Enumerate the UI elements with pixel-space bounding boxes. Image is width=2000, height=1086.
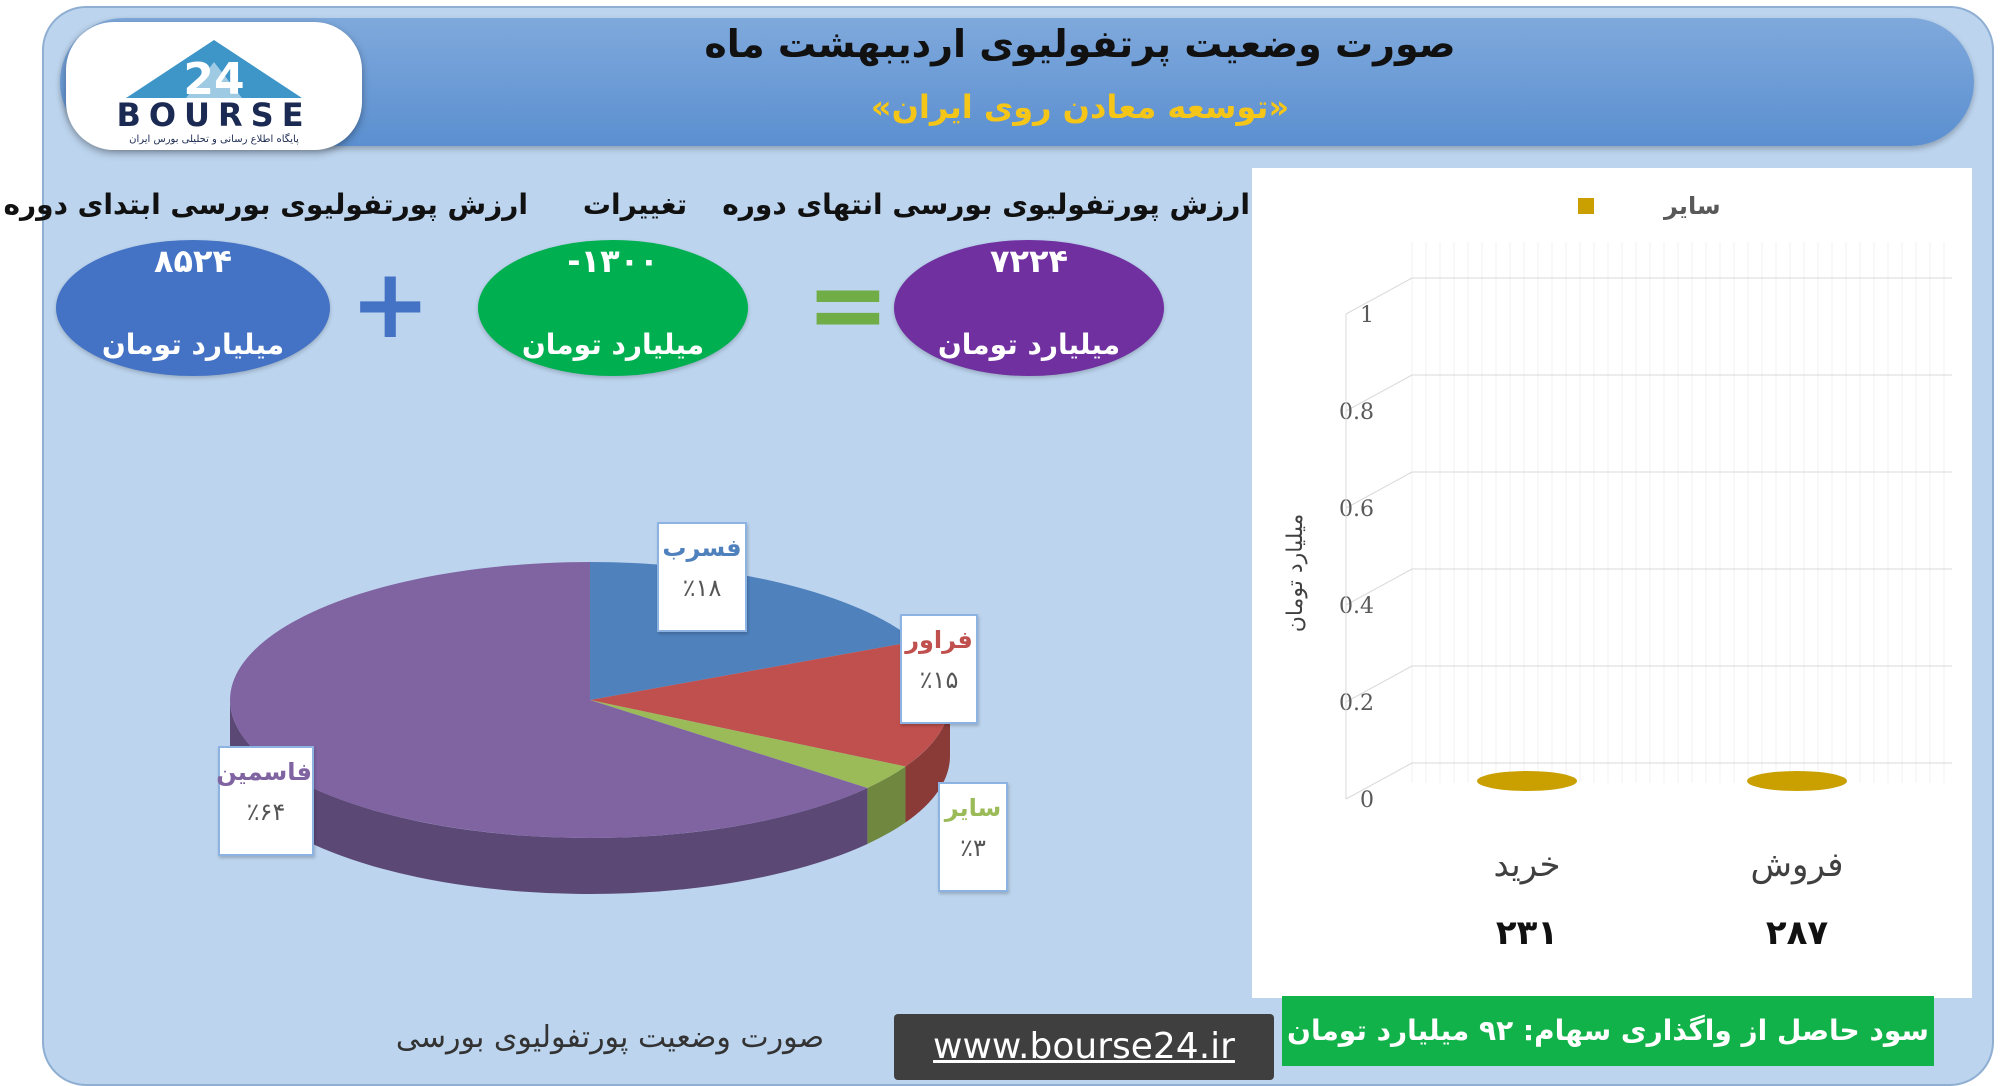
pie-side-3-0 xyxy=(230,700,868,894)
callout-fasmin-name: فاسمین xyxy=(216,758,312,786)
callout-faravar-name: فراور xyxy=(905,626,973,654)
end-value: ۷۲۲۴ xyxy=(989,242,1069,280)
pie-side-2-0 xyxy=(867,766,906,844)
portfolio-pie-chart xyxy=(229,562,950,894)
legend-label: سایر xyxy=(1663,192,1721,220)
plus-sign: + xyxy=(350,248,431,360)
callout-sayer: سایر ٪۳ xyxy=(938,782,1008,892)
bar-cap xyxy=(1477,771,1577,791)
end-value-oval: ۷۲۲۴ میلیارد تومان xyxy=(894,240,1164,376)
pie-chart-title: صورت وضعیت پورتفولیوی بورسی xyxy=(395,1020,825,1055)
buy-sell-bar-chart: 0 0.2 0.4 0.6 0.8 1 میلیارد تومان سایر خرید ۲۳۱ فر… xyxy=(1283,192,1952,953)
pie-slice-3 xyxy=(229,562,868,838)
logo-tagline: پایگاه اطلاع رسانی و تحلیلی بورس ایران xyxy=(129,134,299,145)
x-category-value: ۲۸۷ xyxy=(1766,913,1829,953)
pie-slice-2 xyxy=(590,700,906,788)
start-value-oval: ۸۵۲۴ میلیارد تومان xyxy=(56,240,330,376)
gridline-diagonal xyxy=(1345,277,1413,315)
x-category-value: ۲۳۱ xyxy=(1496,913,1558,953)
change-unit: میلیارد تومان xyxy=(521,328,705,361)
logo-name: BOURSE xyxy=(116,96,312,134)
y-tick-label: 0.2 xyxy=(1339,691,1374,716)
y-axis-label: میلیارد تومان xyxy=(1283,514,1308,633)
pie-side-1-0 xyxy=(905,700,950,823)
website-link[interactable]: www.bourse24.ir xyxy=(894,1014,1274,1080)
callout-fasmin: فاسمین ٪۶۴ xyxy=(216,746,314,856)
callout-sayer-name: سایر xyxy=(944,794,1002,822)
bourse24-logo: 24 BOURSE پایگاه اطلاع رسانی و تحلیلی بو… xyxy=(66,22,362,150)
start-value-unit: میلیارد تومان xyxy=(101,328,285,361)
callout-faravar-percent: ٪۱۵ xyxy=(919,666,959,694)
callout-fasrob-name: فسرب xyxy=(662,534,742,562)
callout-fasmin-percent: ٪۶۴ xyxy=(246,798,286,826)
y-tick-label: 0.8 xyxy=(1339,400,1374,425)
change-label: تغییرات xyxy=(582,188,688,221)
change-value: -۱۳۰۰ xyxy=(567,242,659,280)
gridline-diagonal xyxy=(1345,568,1413,606)
gridline-diagonal xyxy=(1345,665,1413,703)
callout-fasrob: فسرب ٪۱۸ xyxy=(657,522,747,632)
y-tick-label: 1 xyxy=(1360,303,1374,328)
legend-swatch xyxy=(1578,198,1594,214)
y-tick-label: 0.6 xyxy=(1339,497,1374,522)
callout-fasrob-percent: ٪۱۸ xyxy=(682,574,722,602)
pie-slice-1 xyxy=(590,641,950,767)
bar-cap xyxy=(1747,771,1847,791)
buy-sell-chart-area: 0 0.2 0.4 0.6 0.8 1 میلیارد تومان سایر خرید ۲۳۱ فر… xyxy=(1252,168,1972,998)
logo-mountain-icon: 24 xyxy=(126,40,302,102)
gridline-diagonal xyxy=(1345,762,1413,800)
y-tick-label: 0 xyxy=(1360,788,1374,813)
gridline-diagonal xyxy=(1345,374,1413,412)
page-title: صورت وضعیت پرتفولیوی اردیبهشت ماه xyxy=(704,22,1456,66)
x-category-label: فروش xyxy=(1751,845,1844,885)
end-value-unit: میلیارد تومان xyxy=(937,328,1121,361)
company-subtitle: «توسعه معادن روی ایران» xyxy=(870,88,1290,126)
y-tick-label: 0.4 xyxy=(1339,594,1374,619)
logo-number: 24 xyxy=(183,54,244,102)
start-value: ۸۵۲۴ xyxy=(153,242,233,280)
x-category-label: خرید xyxy=(1493,845,1560,885)
start-value-label: ارزش پورتفولیوی بورسی ابتدای دوره xyxy=(3,188,528,221)
gridline-diagonal xyxy=(1345,471,1413,509)
callout-faravar: فراور ٪۱۵ xyxy=(900,614,978,724)
equals-sign: = xyxy=(806,246,890,363)
change-oval: -۱۳۰۰ میلیارد تومان xyxy=(478,240,748,376)
callout-sayer-percent: ٪۳ xyxy=(960,834,986,862)
profit-banner: سود حاصل از واگذاری سهام: ۹۲ میلیارد توم… xyxy=(1282,996,1934,1066)
header-banner xyxy=(60,18,1974,146)
end-value-label: ارزش پورتفولیوی بورسی انتهای دوره xyxy=(722,188,1250,221)
